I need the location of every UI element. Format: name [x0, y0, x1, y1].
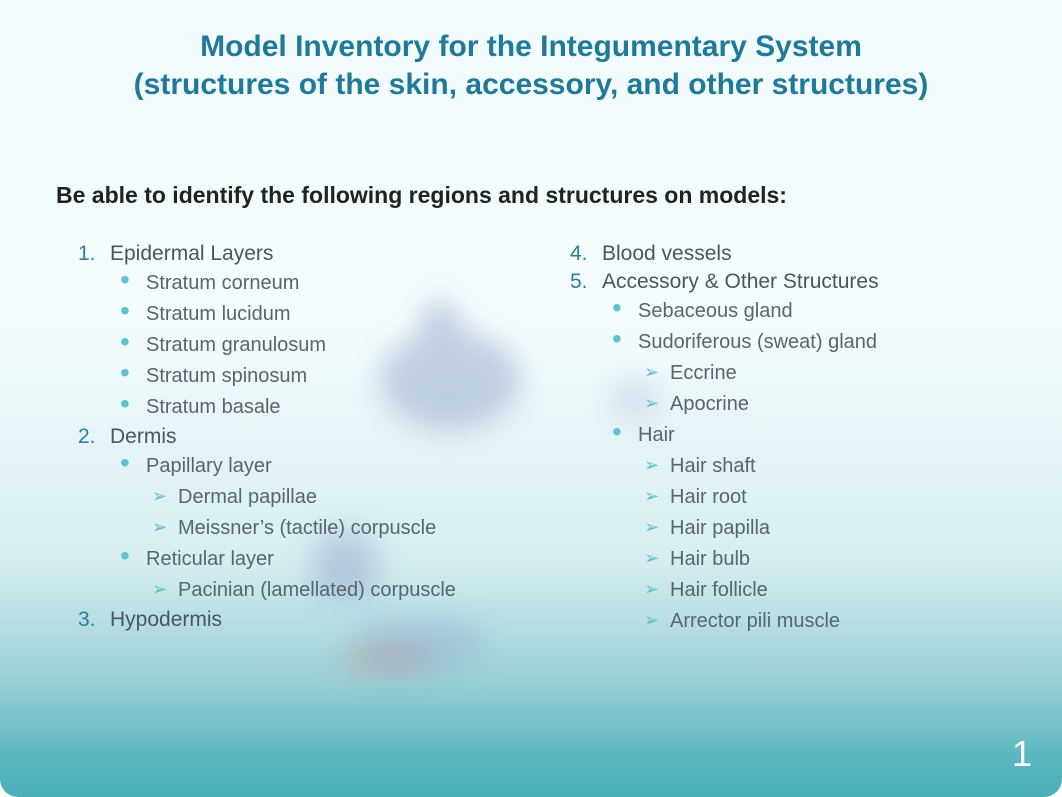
disc-bullet-icon: •	[120, 270, 146, 290]
arrow-label: Hair bulb	[670, 546, 750, 573]
numbered-item: 3.Hypodermis	[78, 608, 540, 632]
bullet-item: •Reticular layer	[120, 546, 540, 573]
bullet-item: •Stratum basale	[120, 394, 540, 421]
slide: Model Inventory for the Integumentary Sy…	[0, 0, 1062, 797]
numbered-item: 4.Blood vessels	[570, 242, 1032, 266]
item-label: Accessory & Other Structures	[602, 270, 879, 294]
disc-bullet-icon: •	[120, 332, 146, 352]
arrow-bullet-icon: ➢	[644, 577, 670, 602]
page-number: 1	[1012, 733, 1032, 775]
bullet-item: •Sudoriferous (sweat) gland	[612, 329, 1032, 356]
disc-bullet-icon: •	[120, 301, 146, 321]
arrow-label: Arrector pili muscle	[670, 608, 840, 635]
bullet-label: Stratum corneum	[146, 270, 299, 297]
disc-bullet-icon: •	[120, 394, 146, 414]
disc-bullet-icon: •	[120, 363, 146, 383]
numbered-item: 2.Dermis	[78, 425, 540, 449]
bullet-label: Stratum basale	[146, 394, 281, 421]
bullet-item: •Papillary layer	[120, 453, 540, 480]
arrow-label: Hair papilla	[670, 515, 770, 542]
disc-bullet-icon: •	[612, 422, 638, 442]
arrow-label: Pacinian (lamellated) corpuscle	[178, 577, 456, 604]
arrow-bullet-icon: ➢	[152, 515, 178, 540]
numbered-item: 1.Epidermal Layers	[78, 242, 540, 266]
arrow-bullet-icon: ➢	[644, 453, 670, 478]
arrow-label: Meissner’s (tactile) corpuscle	[178, 515, 436, 542]
bullet-item: •Stratum corneum	[120, 270, 540, 297]
item-label: Blood vessels	[602, 242, 732, 266]
arrow-bullet-icon: ➢	[644, 391, 670, 416]
item-label: Hypodermis	[110, 608, 222, 632]
arrow-label: Apocrine	[670, 391, 749, 418]
arrow-bullet-icon: ➢	[644, 484, 670, 509]
disc-bullet-icon: •	[120, 453, 146, 473]
arrow-item: ➢Apocrine	[644, 391, 1032, 418]
item-number: 4.	[570, 242, 602, 266]
arrow-item: ➢Meissner’s (tactile) corpuscle	[152, 515, 540, 542]
disc-bullet-icon: •	[612, 329, 638, 349]
left-column: 1.Epidermal Layers•Stratum corneum•Strat…	[78, 238, 540, 635]
arrow-bullet-icon: ➢	[644, 608, 670, 633]
item-number: 5.	[570, 270, 602, 294]
disc-bullet-icon: •	[612, 298, 638, 318]
arrow-bullet-icon: ➢	[152, 484, 178, 509]
bullet-label: Sebaceous gland	[638, 298, 793, 325]
item-number: 2.	[78, 425, 110, 449]
bg-blur-shape	[340, 650, 430, 670]
bullet-label: Reticular layer	[146, 546, 274, 573]
arrow-item: ➢Hair follicle	[644, 577, 1032, 604]
item-number: 1.	[78, 242, 110, 266]
slide-title: Model Inventory for the Integumentary Sy…	[0, 0, 1062, 103]
item-number: 3.	[78, 608, 110, 632]
disc-bullet-icon: •	[120, 546, 146, 566]
arrow-item: ➢Dermal papillae	[152, 484, 540, 511]
bullet-label: Papillary layer	[146, 453, 272, 480]
bullet-item: •Stratum lucidum	[120, 301, 540, 328]
arrow-label: Hair shaft	[670, 453, 756, 480]
item-label: Dermis	[110, 425, 177, 449]
bullet-label: Stratum granulosum	[146, 332, 326, 359]
arrow-item: ➢Pacinian (lamellated) corpuscle	[152, 577, 540, 604]
item-label: Epidermal Layers	[110, 242, 273, 266]
bullet-item: •Stratum granulosum	[120, 332, 540, 359]
right-column: 4.Blood vessels5.Accessory & Other Struc…	[570, 238, 1032, 635]
arrow-label: Dermal papillae	[178, 484, 317, 511]
arrow-item: ➢Hair papilla	[644, 515, 1032, 542]
title-line-1: Model Inventory for the Integumentary Sy…	[200, 30, 862, 63]
numbered-item: 5.Accessory & Other Structures	[570, 270, 1032, 294]
arrow-label: Hair follicle	[670, 577, 768, 604]
content-columns: 1.Epidermal Layers•Stratum corneum•Strat…	[78, 238, 1032, 635]
bullet-item: •Hair	[612, 422, 1032, 449]
bullet-label: Stratum lucidum	[146, 301, 291, 328]
arrow-bullet-icon: ➢	[152, 577, 178, 602]
arrow-label: Hair root	[670, 484, 747, 511]
arrow-item: ➢Eccrine	[644, 360, 1032, 387]
arrow-bullet-icon: ➢	[644, 515, 670, 540]
arrow-item: ➢Hair root	[644, 484, 1032, 511]
title-line-2: (structures of the skin, accessory, and …	[134, 68, 929, 101]
bullet-label: Sudoriferous (sweat) gland	[638, 329, 877, 356]
bullet-label: Hair	[638, 422, 675, 449]
arrow-item: ➢Arrector pili muscle	[644, 608, 1032, 635]
arrow-item: ➢Hair bulb	[644, 546, 1032, 573]
arrow-label: Eccrine	[670, 360, 737, 387]
bullet-label: Stratum spinosum	[146, 363, 307, 390]
bullet-item: •Sebaceous gland	[612, 298, 1032, 325]
arrow-bullet-icon: ➢	[644, 360, 670, 385]
bullet-item: •Stratum spinosum	[120, 363, 540, 390]
slide-subtitle: Be able to identify the following region…	[56, 182, 787, 209]
arrow-item: ➢Hair shaft	[644, 453, 1032, 480]
arrow-bullet-icon: ➢	[644, 546, 670, 571]
